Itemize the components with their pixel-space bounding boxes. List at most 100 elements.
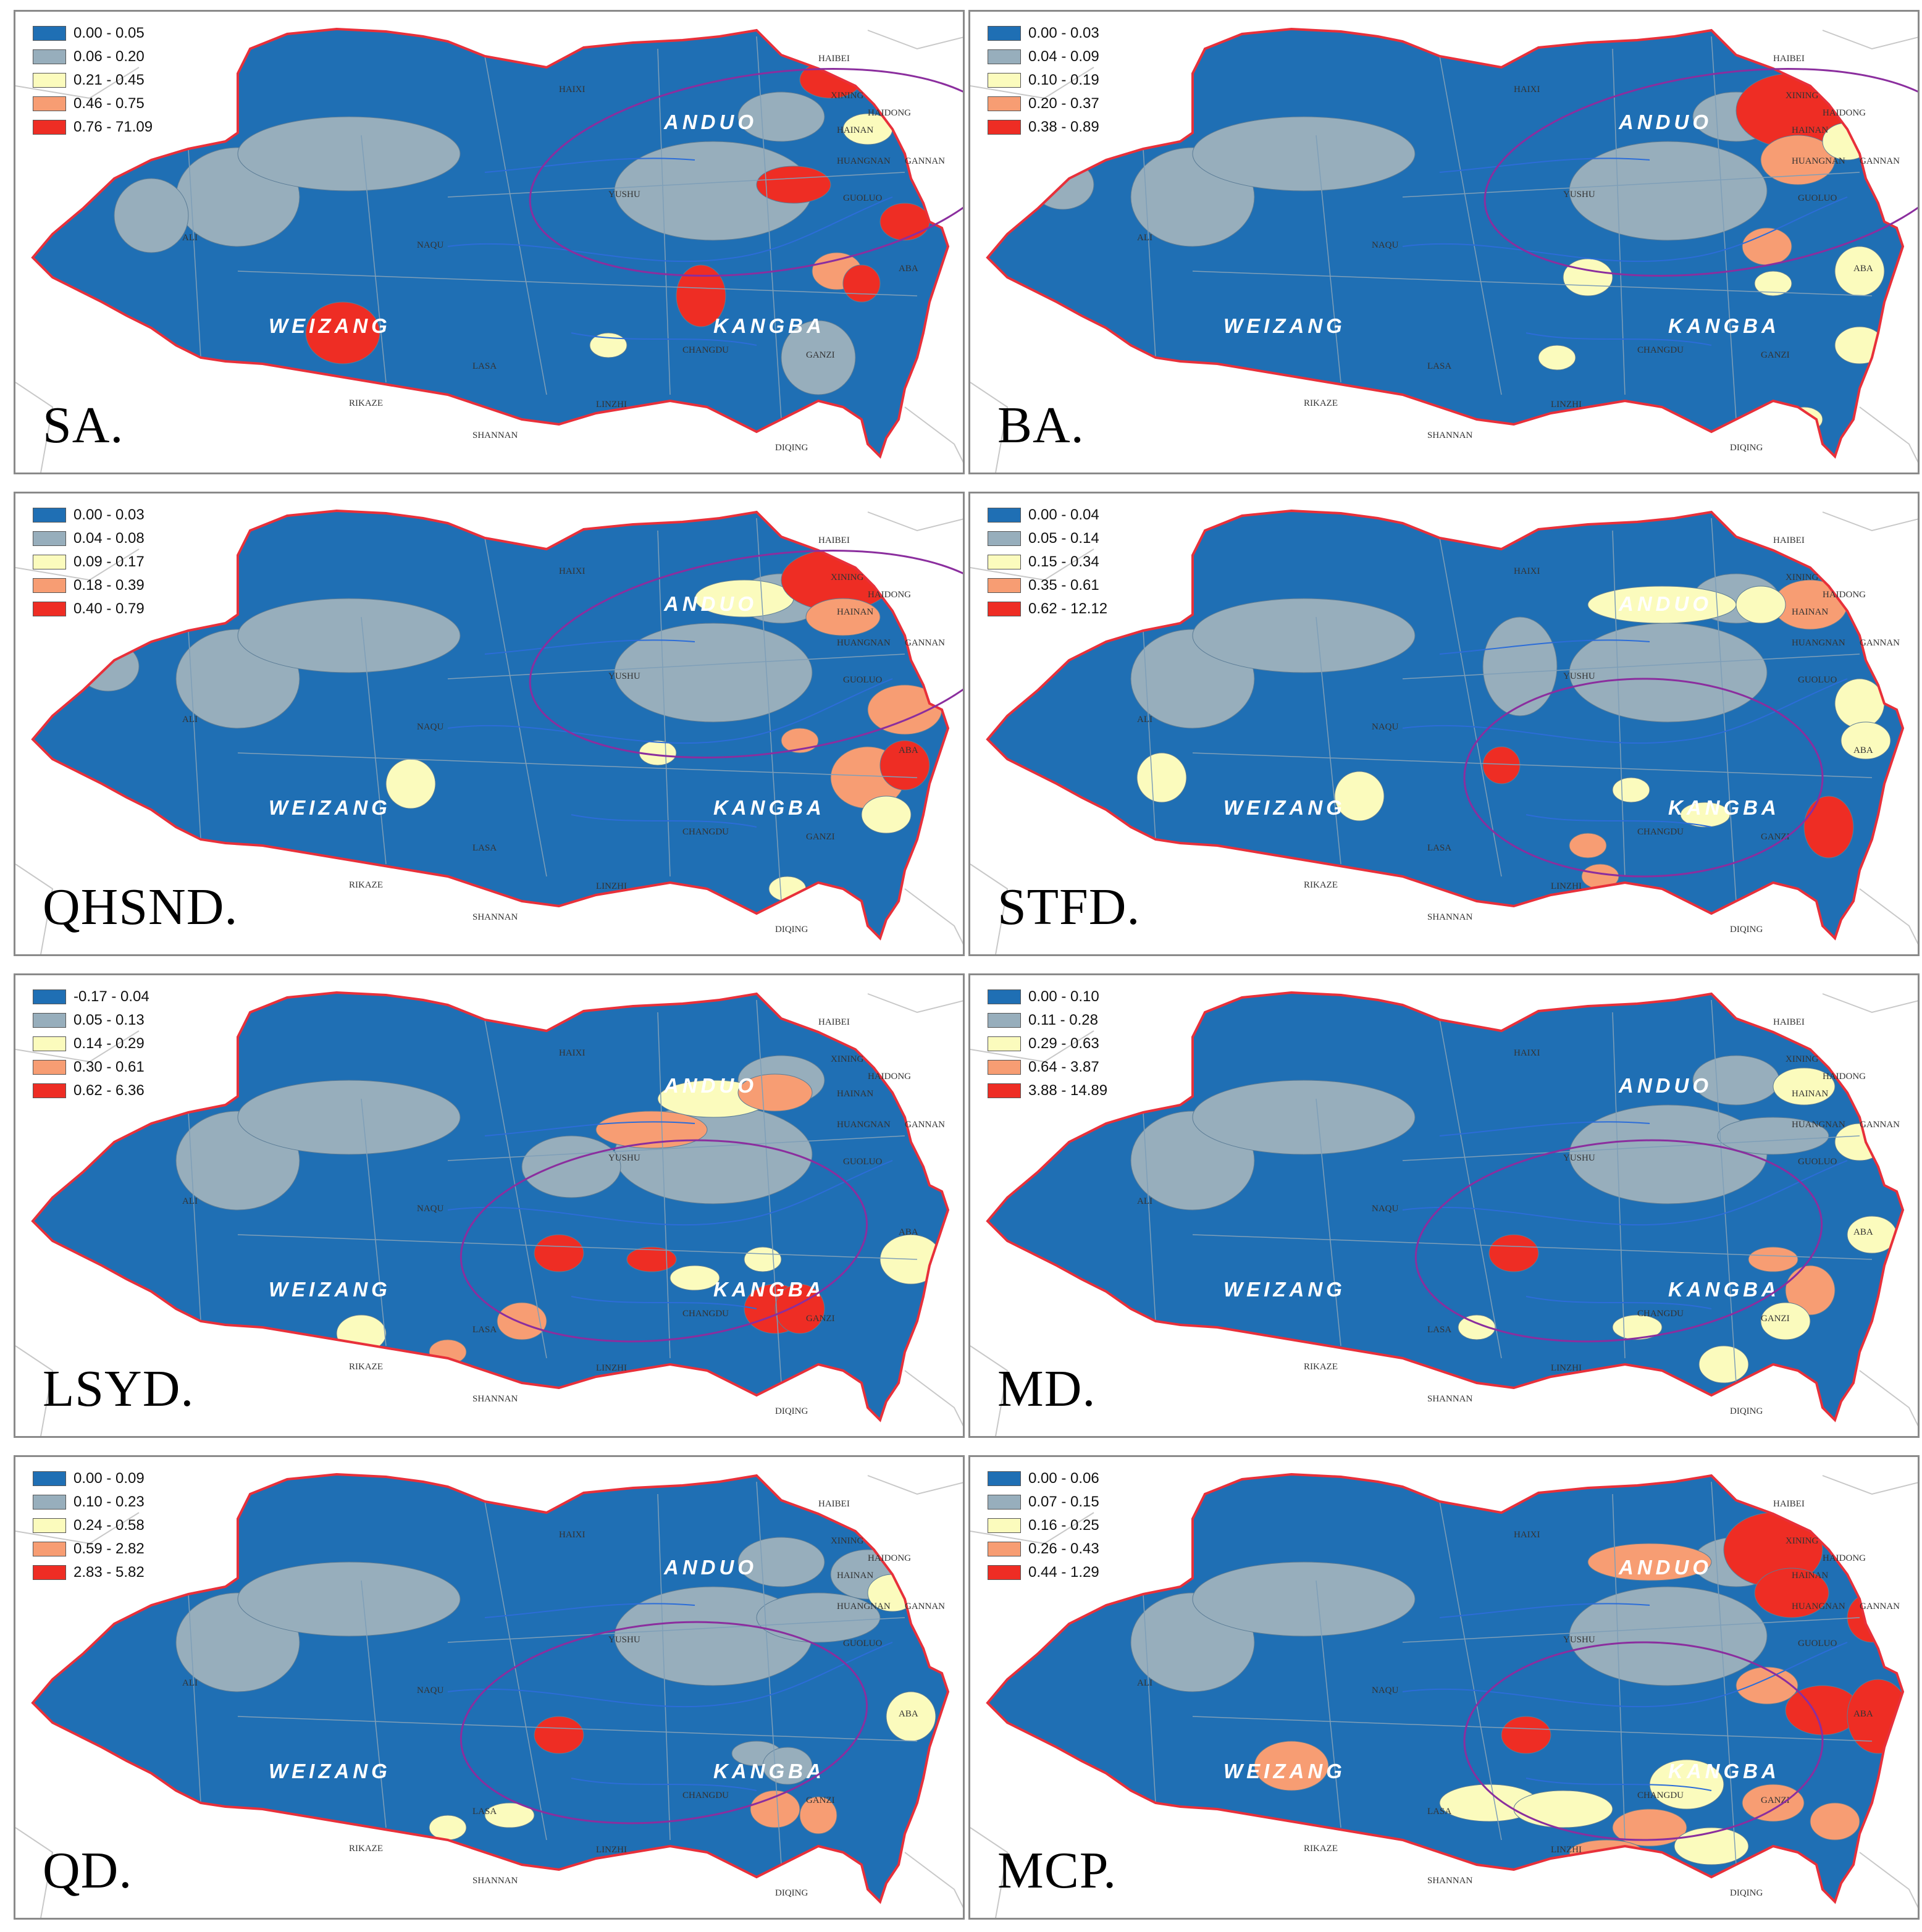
place-label: RIKAZE [349,1362,383,1372]
legend-item: 3.88 - 14.89 [988,1079,1107,1102]
county-region [750,1790,800,1828]
place-label: ABA [899,746,918,755]
county-region [1803,796,1854,859]
place-label: HAINAN [837,607,873,617]
region-label: ANDUO [663,592,757,615]
county-region [429,1815,467,1841]
legend: 0.00 - 0.09 0.10 - 0.23 0.24 - 0.58 0.59 - … [33,1467,145,1584]
county-region [988,814,1051,865]
region-label: KANGBA [1668,796,1780,819]
place-label: HAIDONG [1823,1553,1866,1563]
county-region [1785,1265,1836,1316]
place-label: GANNAN [1860,1602,1900,1611]
county-region [589,332,627,358]
place-label: NAQU [1372,240,1398,250]
place-label: ABA [1853,1709,1873,1719]
county-region [595,1111,708,1149]
place-label: XINING [1786,573,1818,582]
county-region [534,1716,584,1754]
place-label: DIQING [775,1406,808,1416]
choropleth-map: HAIBEI XINING HAIDONG HAIXI HAINAN HUANGNAN YU… [970,27,1918,472]
legend-item: 0.09 - 0.17 [33,550,145,574]
place-label: HAIDONG [1823,590,1866,600]
legend-item: 0.10 - 0.19 [988,69,1099,92]
neighbor-boundaries [970,993,1918,1436]
place-label: NAQU [417,722,443,732]
place-label: GUOLUO [843,1639,882,1648]
legend-swatch [33,555,66,569]
place-label: HAIDONG [868,1072,911,1082]
place-label: HUANGNAN [1792,1602,1845,1611]
legend-swatch [988,989,1021,1004]
place-label: GANZI [806,1796,835,1805]
legend-item: 0.35 - 0.61 [988,574,1107,597]
legend-label: 0.35 - 0.61 [1028,577,1099,594]
legend-label: 0.10 - 0.19 [1028,72,1099,88]
county-region [1513,1790,1613,1828]
legend-swatch [33,26,66,41]
county-region [1760,135,1836,185]
legend-swatch [988,49,1021,64]
place-label: LINZHI [1551,881,1582,891]
legend-swatch [988,1013,1021,1028]
place-label: LINZHI [596,881,627,891]
plateau-boundary [31,27,950,459]
county-region [521,1135,621,1198]
county-region [1192,116,1416,191]
county-region [1569,1586,1768,1686]
legend-item: 0.64 - 3.87 [988,1056,1107,1079]
county-region [1735,1666,1798,1705]
neighbor-boundaries [15,511,963,954]
place-label: HUANGNAN [837,638,891,648]
legend-label: 0.00 - 0.03 [1028,25,1099,41]
place-label: SHANNAN [472,430,518,440]
place-label: NAQU [417,1686,443,1695]
hotspot-ellipse [460,1621,868,1825]
county-boundaries [1143,1481,1873,1865]
place-label: HAINAN [1792,607,1828,617]
legend-label: 0.04 - 0.08 [73,530,145,547]
legend-swatch [33,1083,66,1098]
legend-item: 0.30 - 0.61 [33,1056,149,1079]
place-label: GUOLUO [843,193,882,203]
county-region [805,598,881,636]
legend-label: 0.62 - 6.36 [73,1082,145,1099]
county-region [744,1246,782,1272]
county-region [614,623,813,723]
neighbor-boundaries [970,1475,1918,1918]
legend-label: 0.14 - 0.29 [73,1035,145,1052]
legend-label: 2.83 - 5.82 [73,1564,145,1581]
legend-swatch [33,989,66,1004]
county-region [756,1592,881,1643]
region-label: KANGBA [1668,314,1780,337]
county-region [1569,833,1607,859]
place-label: LASA [1427,1807,1451,1816]
place-label: RIKAZE [349,398,383,408]
county-region [1735,586,1786,624]
place-label: HAIDONG [1823,108,1866,118]
place-label: GANNAN [905,156,945,166]
hotspot-ellipse [1463,678,1824,878]
county-region [1612,777,1650,803]
place-label: DIQING [1730,443,1763,453]
hotspot-ellipse [1414,1139,1823,1343]
place-label: ALI [1137,715,1152,724]
place-label: RIKAZE [1304,1844,1338,1854]
panel-label: MCP. [997,1842,1117,1899]
legend-swatch [988,26,1021,41]
place-label: HAIXI [559,1530,585,1540]
legend-item: -0.17 - 0.04 [33,985,149,1009]
legend-label: 0.00 - 0.03 [73,506,145,523]
legend-item: 0.04 - 0.09 [988,45,1099,69]
base-region-fill [988,993,1903,1420]
legend-swatch [33,49,66,64]
neighbor-boundaries [970,511,1918,954]
region-label: WEIZANG [269,796,391,819]
legend-item: 0.00 - 0.04 [988,503,1107,527]
hotspot-ellipse [529,68,963,277]
legend-label: 0.46 - 0.75 [73,95,145,112]
region-label: ANDUO [1618,592,1712,615]
county-boundaries [188,1481,918,1865]
place-label: HAINAN [837,1571,873,1581]
legend-swatch [988,602,1021,616]
